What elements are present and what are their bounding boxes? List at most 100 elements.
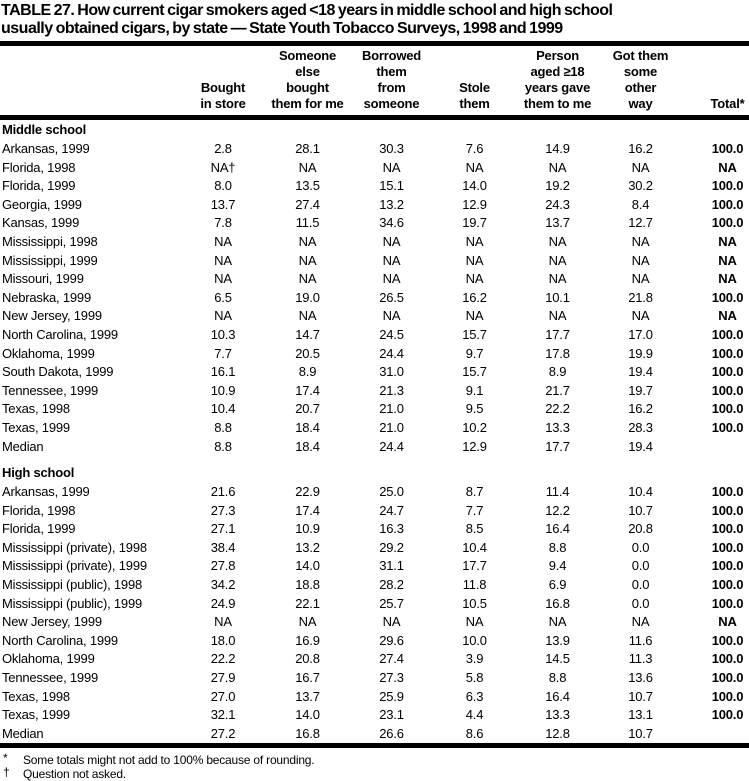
table-row: North Carolina, 1999 10.3 14.7 24.5 15.7 17.7… (0, 326, 749, 345)
value-cell: 17.7 (545, 438, 570, 454)
value-cell: 6.9 (548, 577, 567, 593)
state-cell: Mississippi (private), 1999 (2, 558, 147, 574)
state-cell: Oklahoma, 1999 (2, 651, 95, 667)
state-cell: Arkansas, 1999 (2, 484, 90, 500)
value-cell: 16.9 (295, 632, 320, 648)
value-cell: 20.8 (295, 651, 320, 667)
value-cell: NA (548, 271, 567, 287)
value-cell: 22.2 (545, 401, 570, 417)
value-cell: 17.4 (295, 502, 320, 518)
value-cell: NA (298, 308, 317, 324)
state-cell: North Carolina, 1999 (2, 632, 118, 648)
state-cell: Oklahoma, 1999 (2, 345, 95, 361)
state-cell: Missouri, 1999 (2, 271, 84, 287)
value-cell: 8.0 (214, 178, 232, 194)
value-cell: 13.6 (628, 670, 653, 686)
table-body: Middle school Arkansas, 1999 2.8 28.1 30.3 7.… (0, 118, 749, 744)
value-cell: NA (631, 271, 650, 287)
value-cell: 27.4 (379, 651, 404, 667)
table-row: New Jersey, 1999 NA NA NA NA NA NA NA (0, 307, 749, 326)
column-header-someone-else-bought: Someone else bought them for me (265, 46, 350, 120)
value-cell: 26.5 (379, 289, 404, 305)
column-header-stole: Stole them (433, 46, 516, 120)
value-cell: 24.7 (379, 502, 404, 518)
table-row: South Dakota, 1999 16.1 8.9 31.0 15.7 8.9 19.4… (0, 363, 749, 382)
footnote-marker-asterisk: * (3, 751, 8, 766)
value-cell: 10.7 (628, 725, 653, 741)
value-cell: 19.2 (545, 178, 570, 194)
table-row: Florida, 1999 27.1 10.9 16.3 8.5 16.4 20.8 100.… (0, 520, 749, 539)
value-cell: 25.9 (379, 688, 404, 704)
footnote-rounding: * Some totals might not add to 100% becau… (3, 751, 749, 767)
value-cell: 8.6 (465, 725, 484, 741)
value-cell: NA (214, 233, 232, 249)
value-cell: 13.7 (545, 215, 570, 231)
value-cell: 13.3 (545, 419, 570, 435)
value-cell: 27.9 (210, 670, 236, 686)
table-row: Tennessee, 1999 10.9 17.4 21.3 9.1 21.7 19.7 10… (0, 382, 749, 401)
value-cell: 21.0 (379, 401, 404, 417)
value-cell: NA (298, 271, 317, 287)
total-cell: 100.0 (711, 577, 744, 593)
table-row: Arkansas, 1999 2.8 28.1 30.3 7.6 14.9 16.2 100.… (0, 140, 749, 159)
state-cell: New Jersey, 1999 (2, 308, 102, 324)
state-cell: Florida, 1999 (2, 178, 76, 194)
state-cell: Texas, 1998 (2, 401, 70, 417)
value-cell: 10.9 (210, 382, 236, 398)
value-cell: 24.9 (210, 595, 236, 611)
value-cell: 7.7 (214, 345, 232, 361)
value-cell: 6.3 (465, 688, 484, 704)
bottom-rule (0, 743, 749, 749)
value-cell: 4.4 (465, 707, 484, 723)
state-cell: Tennessee, 1999 (2, 670, 99, 686)
table-row: Mississippi, 1999 NA NA NA NA NA NA NA (0, 252, 749, 271)
value-cell: 11.3 (628, 651, 653, 667)
total-cell: NA (718, 233, 737, 249)
table-row: Mississippi (public), 1998 34.2 18.8 28.2 11… (0, 576, 749, 595)
table-row: Nebraska, 1999 6.5 19.0 26.5 16.2 10.1 21.8 100… (0, 289, 749, 308)
value-cell: 7.7 (465, 502, 484, 518)
value-cell: NA (382, 308, 401, 324)
value-cell: 21.8 (628, 289, 653, 305)
state-cell: Mississippi, 1998 (2, 233, 98, 249)
state-cell: Texas, 1999 (2, 707, 70, 723)
value-cell: 13.1 (628, 707, 653, 723)
total-cell: 100.0 (711, 502, 744, 518)
section-label-row: High school (0, 456, 749, 483)
value-cell: 18.4 (295, 438, 320, 454)
value-cell: 8.9 (298, 364, 317, 380)
header-row: Bought in store Someone else bought them… (0, 46, 749, 120)
value-cell: 21.0 (379, 419, 404, 435)
value-cell: 11.8 (462, 577, 487, 593)
total-cell: 100.0 (711, 419, 744, 435)
value-cell: 15.1 (379, 178, 404, 194)
data-table: Bought in store Someone else bought them… (0, 46, 749, 743)
value-cell: 13.2 (379, 196, 404, 212)
value-cell: 16.2 (628, 141, 653, 156)
value-cell: 21.7 (545, 382, 570, 398)
table-row: Mississippi (public), 1999 24.9 22.1 25.7 10… (0, 595, 749, 614)
table-row: Kansas, 1999 7.8 11.5 34.6 19.7 13.7 12.7 100.0 (0, 214, 749, 233)
section-label-row: Middle school (0, 118, 749, 141)
value-cell: NA (548, 159, 567, 175)
total-cell: 100.0 (711, 215, 744, 231)
total-cell: 100.0 (711, 707, 744, 723)
value-cell: NA† (210, 159, 236, 175)
value-cell: 7.6 (465, 141, 484, 156)
table-row: Mississippi, 1998 NA NA NA NA NA NA NA (0, 233, 749, 252)
value-cell: 13.2 (295, 539, 320, 555)
value-cell: 30.3 (379, 141, 404, 156)
table-row: Median 8.8 18.4 24.4 12.9 17.7 19.4 (0, 438, 749, 457)
value-cell: 22.2 (210, 651, 236, 667)
value-cell: 27.4 (295, 196, 320, 212)
value-cell: 32.1 (210, 707, 236, 723)
value-cell: NA (298, 252, 317, 268)
value-cell: 8.8 (548, 539, 567, 555)
state-cell: Median (2, 438, 44, 454)
value-cell: 9.4 (548, 558, 567, 574)
value-cell: 30.2 (628, 178, 653, 194)
table-row: Texas, 1999 32.1 14.0 23.1 4.4 13.3 13.1 100.0 (0, 706, 749, 725)
value-cell: 19.0 (295, 289, 320, 305)
value-cell: 15.7 (462, 326, 487, 342)
value-cell: 10.7 (628, 688, 653, 704)
